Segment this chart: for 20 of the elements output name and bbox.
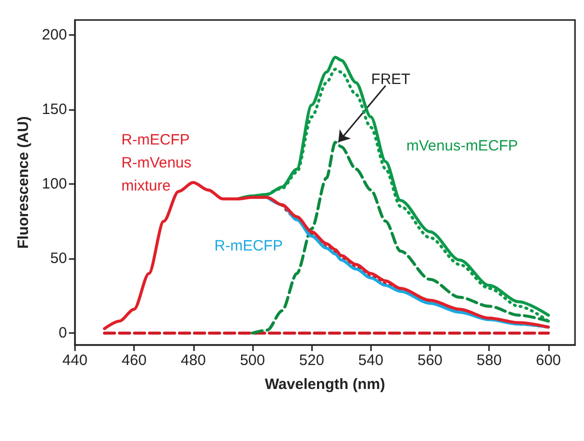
x-tick-label: 460	[122, 352, 147, 369]
annotation: FRET	[371, 70, 410, 88]
x-tick-label: 600	[536, 352, 561, 369]
x-tick-label: 520	[299, 352, 324, 369]
y-axis-title: Fluorescence (AU)	[15, 116, 32, 249]
y-tick-label: 200	[42, 26, 67, 44]
x-tick-label: 580	[476, 352, 502, 369]
series-label: mVenus-mECFP	[406, 138, 518, 155]
series-label: R-mECFP R-mVenus mixture	[121, 132, 192, 195]
x-tick-label: 440	[62, 352, 88, 369]
x-axis-title: Wavelength (nm)	[264, 376, 386, 393]
x-tick-label: 500	[240, 352, 265, 369]
y-tick-label: 0	[58, 324, 67, 342]
y-tick-label: 50	[50, 250, 67, 268]
x-tick-label: 560	[417, 352, 443, 369]
x-tick-label: 480	[180, 352, 206, 369]
y-tick-label: 150	[42, 100, 67, 118]
y-tick-label: 100	[42, 175, 67, 192]
series-label: R-mECFP	[214, 238, 283, 255]
x-tick-label: 540	[358, 352, 384, 369]
